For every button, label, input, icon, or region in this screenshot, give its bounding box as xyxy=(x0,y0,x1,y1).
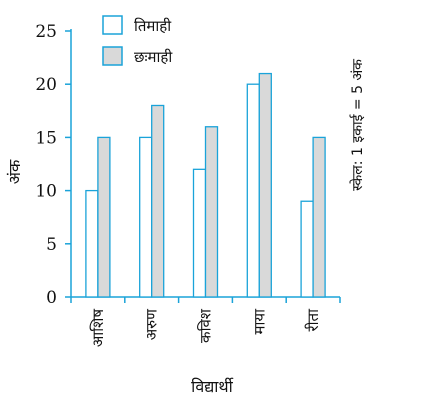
bar-quarterly xyxy=(192,168,207,298)
legend-label-halfyearly: छःमाही xyxy=(134,48,173,66)
legend: तिमाही छःमाही xyxy=(102,15,173,66)
x-tick-label: माया xyxy=(250,308,268,335)
bar-halfyearly xyxy=(204,126,219,298)
y-tick-label: 20 xyxy=(35,75,57,95)
y-tick-label: 15 xyxy=(35,128,57,148)
chart-marks: 0 5 10 15 20 25 आशिष अरुण कविश माया रीता xyxy=(35,22,341,347)
x-axis-label: विद्यार्थी xyxy=(191,377,233,396)
y-tick-label: 5 xyxy=(46,235,57,255)
x-tick-label: रीता xyxy=(304,308,322,332)
legend-swatch-quarterly xyxy=(102,15,123,35)
bar-halfyearly xyxy=(151,104,165,298)
bar-quarterly xyxy=(246,83,260,298)
legend-label-quarterly: तिमाही xyxy=(134,17,172,35)
x-tick-label: आशिष xyxy=(89,309,107,347)
scale-note: स्केल: 1 इकाई = 5 अंक xyxy=(349,59,366,191)
legend-swatch-halfyearly xyxy=(102,46,123,66)
bar-quarterly xyxy=(85,189,99,298)
bar-halfyearly xyxy=(97,136,111,298)
bar-halfyearly xyxy=(312,136,326,298)
bar-halfyearly xyxy=(258,72,272,298)
y-axis-label: अंक xyxy=(5,159,24,184)
y-tick-label: 0 xyxy=(46,288,57,308)
bar-quarterly xyxy=(139,136,153,298)
x-tick-label: अरुण xyxy=(143,308,161,340)
x-tick-label: कविश xyxy=(197,308,215,343)
y-tick-label: 25 xyxy=(35,22,57,42)
y-tick-label: 10 xyxy=(35,182,57,202)
bar-quarterly xyxy=(300,200,314,298)
